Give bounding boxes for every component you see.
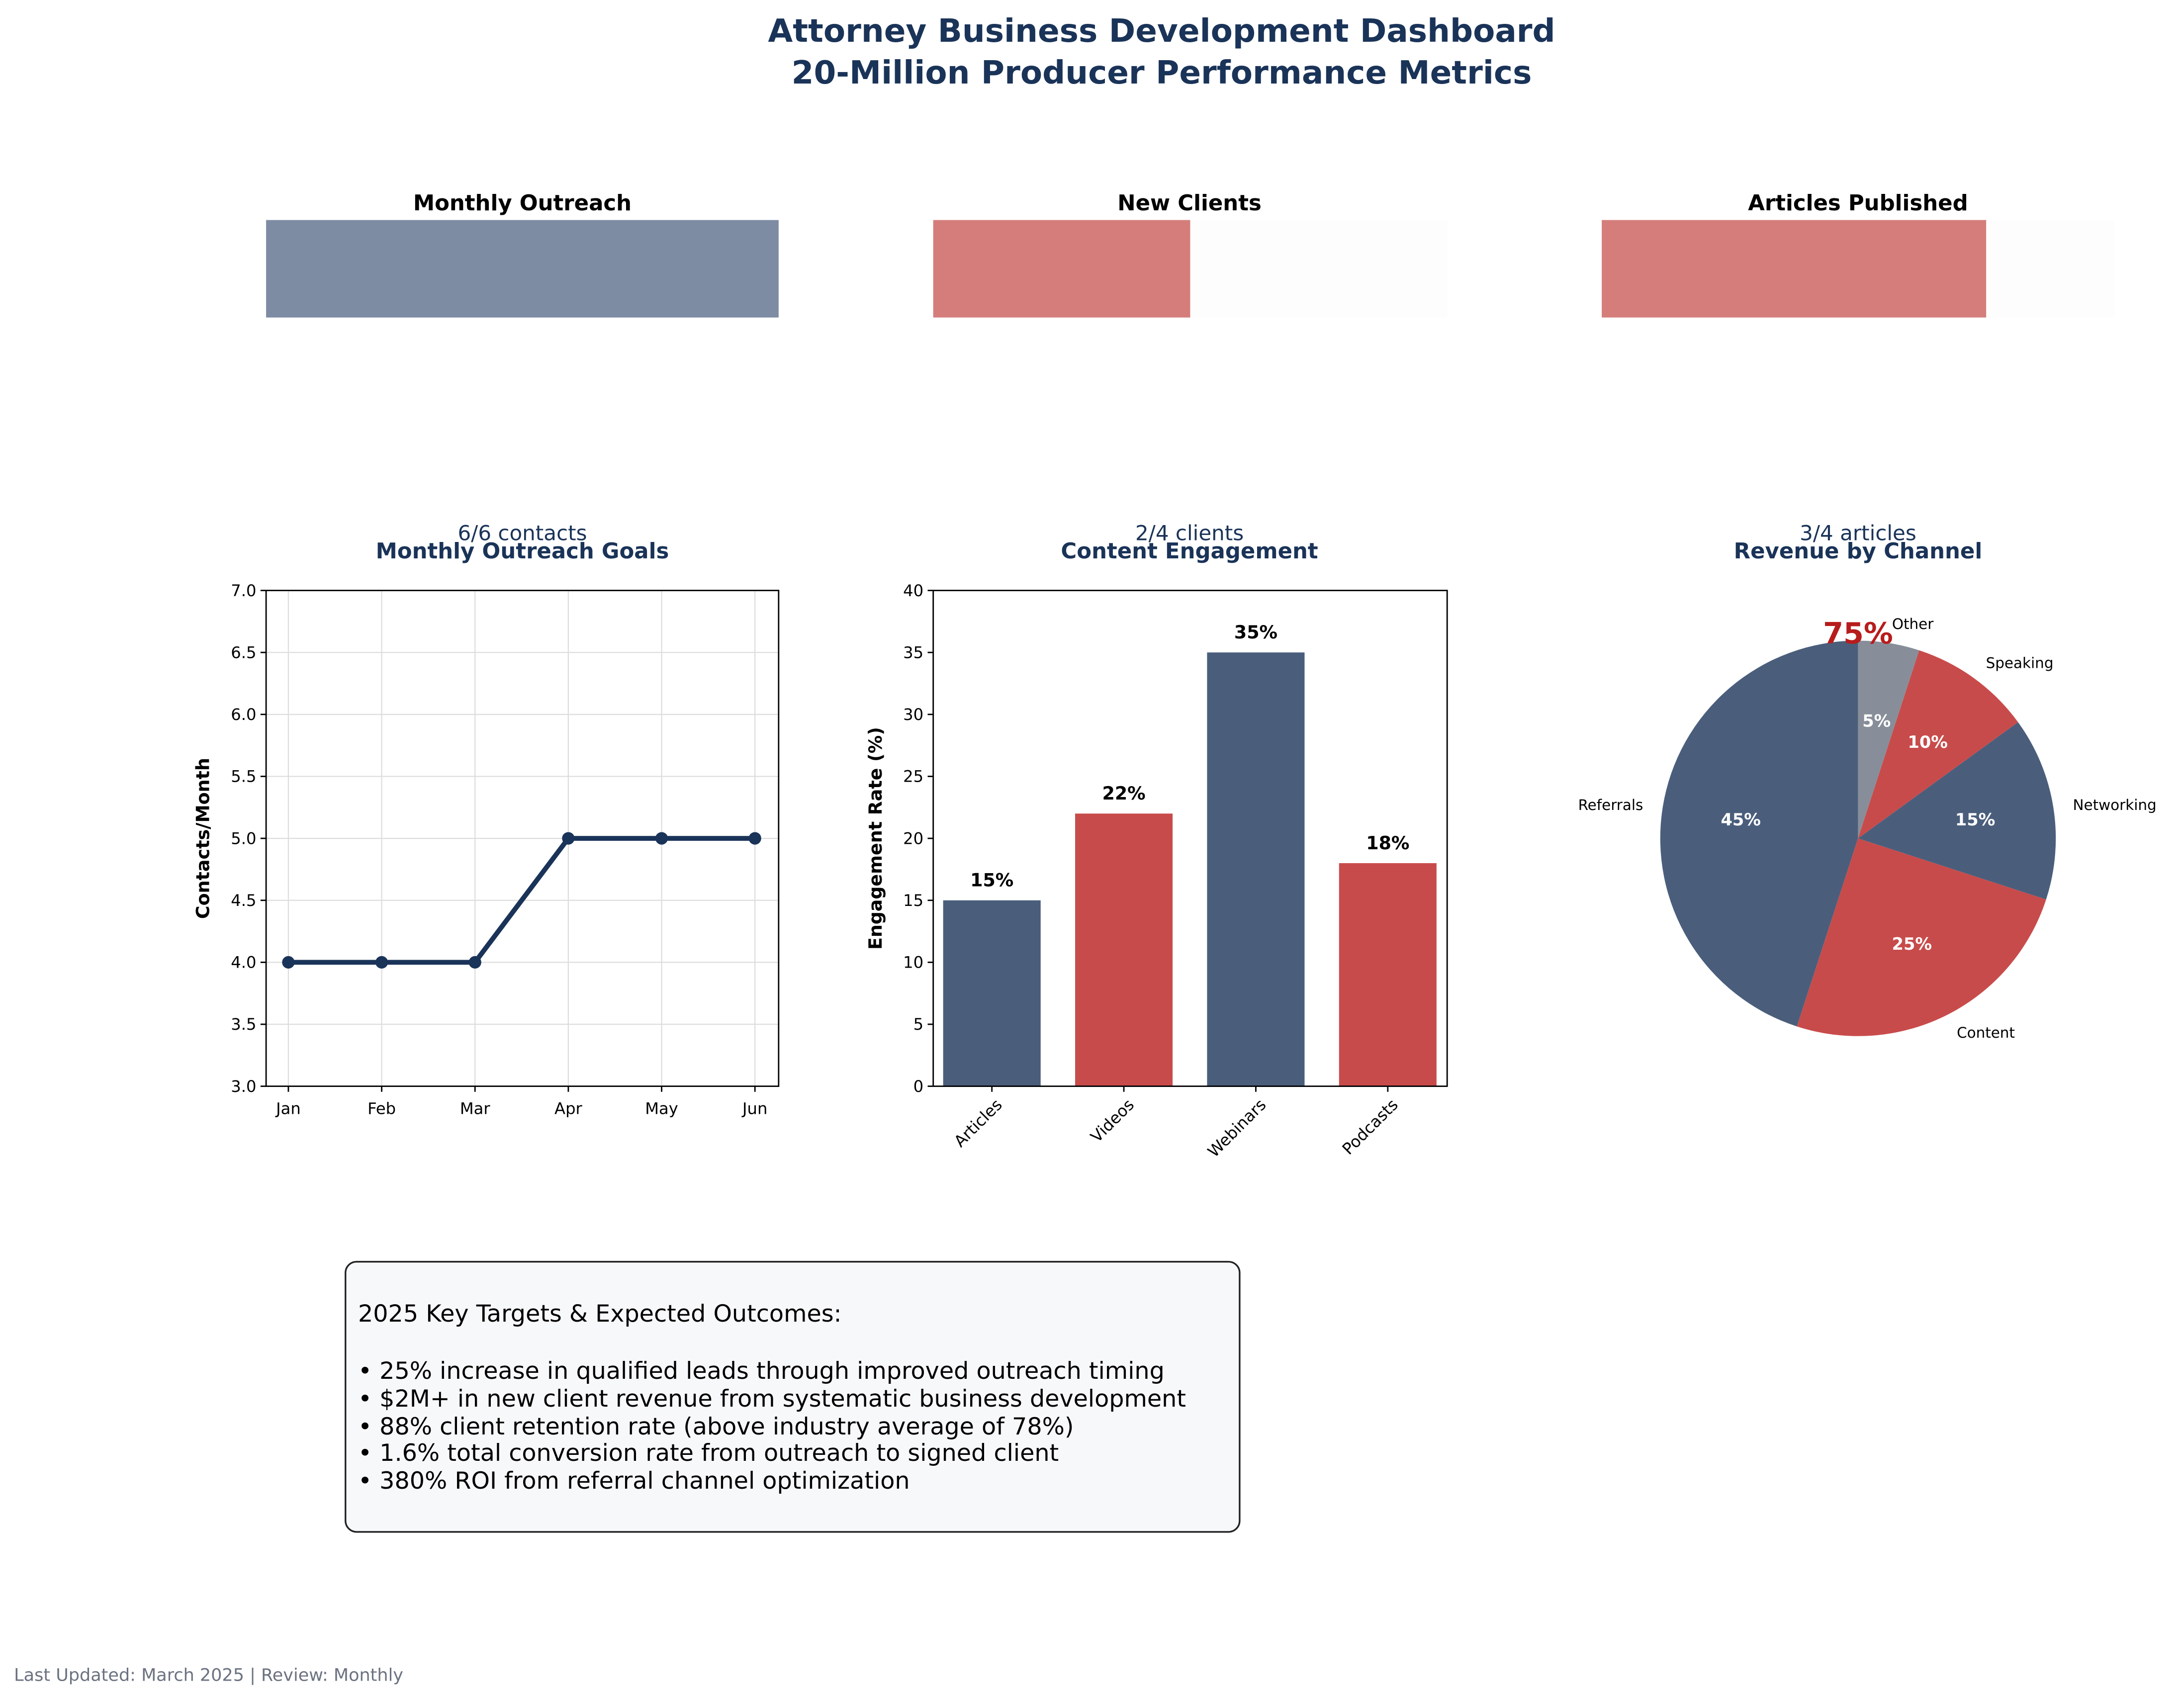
target-item: • 25% increase in qualified leads throug… (358, 1357, 1165, 1385)
series-line (288, 836, 755, 965)
bar-chart-content-engagement: Content Engagement Engagement Rate (%) 0… (865, 539, 1448, 1161)
y-axis-label: Contacts/Month (192, 758, 213, 919)
kpi-articles-published: Articles Published 3/4 articles (1602, 191, 2114, 545)
dashboard-title-line2: 20-Million Producer Performance Metrics (792, 54, 1532, 91)
pie-slice (1660, 640, 1858, 1027)
y-tick-label: 25 (903, 767, 923, 786)
y-tick-label: 5.5 (231, 767, 256, 786)
pie-slice (1858, 650, 2018, 839)
progress-fill (266, 220, 779, 318)
pie-slice (1858, 640, 1919, 839)
y-tick-label: 5.0 (231, 829, 256, 848)
x-tick-label: Mar (460, 1099, 490, 1118)
x-tick-label: Jun (741, 1099, 767, 1118)
chart-title: Content Engagement (1061, 539, 1318, 564)
y-tick-label: 3.0 (231, 1077, 256, 1096)
kpi-monthly-outreach: Monthly Outreach 6/6 contacts (266, 191, 779, 545)
pie-slice (1797, 838, 2046, 1036)
data-point (748, 832, 761, 845)
y-tick-label: 4.0 (231, 953, 256, 972)
pie-percent-label: 15% (1955, 810, 1995, 829)
x-tick-label: Jan (275, 1099, 301, 1118)
y-tick-label: 30 (903, 705, 923, 724)
target-item: • $2M+ in new client revenue from system… (358, 1385, 1186, 1413)
data-point (375, 956, 388, 969)
line-chart-outreach-goals: Monthly Outreach Goals Contacts/Month 3.… (192, 539, 780, 1118)
bar (943, 900, 1041, 1086)
kpi-label: 6/6 contacts (457, 521, 587, 545)
pie-chart-revenue-by-channel: Revenue by Channel Referrals 45% Content 25… (1578, 539, 2157, 1041)
y-tick-label: 20 (903, 829, 923, 848)
bar-data-label: 18% (1366, 832, 1409, 854)
data-point (282, 956, 295, 969)
y-tick-label: 3.5 (231, 1015, 256, 1034)
plot-frame (265, 590, 780, 1087)
data-point (468, 956, 481, 969)
y-tick-label: 6.0 (231, 705, 256, 724)
x-tick-label: May (645, 1099, 678, 1118)
target-item: • 88% client retention rate (above indus… (358, 1413, 1074, 1440)
targets-heading: 2025 Key Targets & Expected Outcomes: (358, 1300, 842, 1328)
progress-fill (1602, 220, 1987, 318)
kpi-label: 2/4 clients (1135, 521, 1244, 545)
pie-label: Other (1892, 616, 1934, 632)
data-point (655, 832, 668, 845)
y-axis-label: Engagement Rate (%) (865, 727, 886, 950)
y-tick-label: 15 (903, 891, 923, 910)
y-tick-label: 40 (903, 581, 923, 600)
bar (1207, 652, 1305, 1086)
y-tick-label: 4.5 (231, 891, 256, 910)
pie-label: Content (1957, 1024, 2015, 1041)
progress-fill (933, 220, 1190, 318)
kpi-title: New Clients (1117, 191, 1262, 216)
bar-data-label: 22% (1102, 783, 1145, 804)
kpi-title: Monthly Outreach (413, 191, 632, 216)
target-item: • 1.6% total conversion rate from outrea… (358, 1439, 1059, 1467)
pie-overlay-percent: 75% (1823, 616, 1893, 650)
bar-data-label: 35% (1234, 622, 1277, 643)
footer-text: Last Updated: March 2025 | Review: Month… (14, 1666, 403, 1686)
pie-label: Speaking (1986, 654, 2054, 671)
y-tick-label: 35 (903, 643, 923, 662)
data-point (562, 832, 575, 845)
pie-percent-label: 10% (1908, 732, 1948, 752)
bar (1075, 813, 1173, 1086)
x-tick-label: Feb (367, 1099, 396, 1118)
pie-label: Referrals (1578, 797, 1643, 813)
pie-percent-label: 45% (1721, 810, 1761, 829)
y-tick-label: 6.5 (231, 643, 256, 662)
targets-box: 2025 Key Targets & Expected Outcomes: • … (345, 1260, 1241, 1533)
bar-data-label: 15% (970, 870, 1013, 891)
chart-title: Monthly Outreach Goals (376, 539, 669, 564)
dashboard-title-line1: Attorney Business Development Dashboard (768, 12, 1555, 50)
plot-frame (932, 590, 1448, 1087)
pie-slice (1858, 722, 2056, 899)
bar (1339, 863, 1437, 1086)
x-tick-label: Apr (554, 1099, 582, 1118)
kpi-new-clients: New Clients 2/4 clients (933, 191, 1448, 545)
y-tick-label: 5 (913, 1015, 923, 1034)
pie-label: Networking (2073, 797, 2157, 813)
target-item: • 380% ROI from referral channel optimiz… (358, 1467, 910, 1495)
kpi-title: Articles Published (1748, 191, 1968, 216)
pie-percent-label: 25% (1892, 934, 1932, 954)
kpi-label: 3/4 articles (1800, 521, 1916, 545)
y-tick-label: 0 (913, 1077, 923, 1096)
chart-title: Revenue by Channel (1734, 539, 1983, 564)
pie-percent-label: 5% (1862, 712, 1891, 731)
y-tick-label: 7.0 (231, 581, 256, 600)
y-tick-label: 10 (903, 953, 923, 972)
